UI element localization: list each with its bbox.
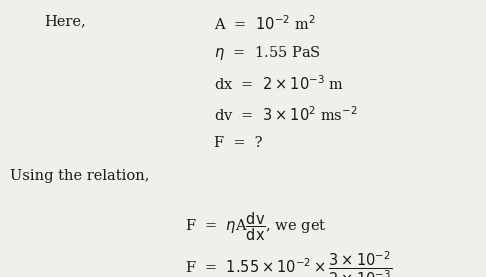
Text: F  =  $\eta$A$\dfrac{\mathrm{dv}}{\mathrm{dx}}$, we get: F = $\eta$A$\dfrac{\mathrm{dv}}{\mathrm{… [185, 211, 326, 243]
Text: Here,: Here, [44, 14, 86, 28]
Text: $\eta$  =  1.55 PaS: $\eta$ = 1.55 PaS [214, 44, 321, 62]
Text: A  =  $10^{-2}$ m$^2$: A = $10^{-2}$ m$^2$ [214, 14, 316, 33]
Text: F  =  $1.55 \times 10^{-2} \times \dfrac{3\times10^{-2}}{2\times10^{-3}}$: F = $1.55 \times 10^{-2} \times \dfrac{3… [185, 249, 392, 277]
Text: Using the relation,: Using the relation, [10, 169, 149, 183]
Text: dx  =  $2 \times 10^{-3}$ m: dx = $2 \times 10^{-3}$ m [214, 75, 344, 94]
Text: dv  =  $3 \times 10^{2}$ ms$^{-2}$: dv = $3 \times 10^{2}$ ms$^{-2}$ [214, 105, 357, 124]
Text: F  =  ?: F = ? [214, 136, 262, 150]
